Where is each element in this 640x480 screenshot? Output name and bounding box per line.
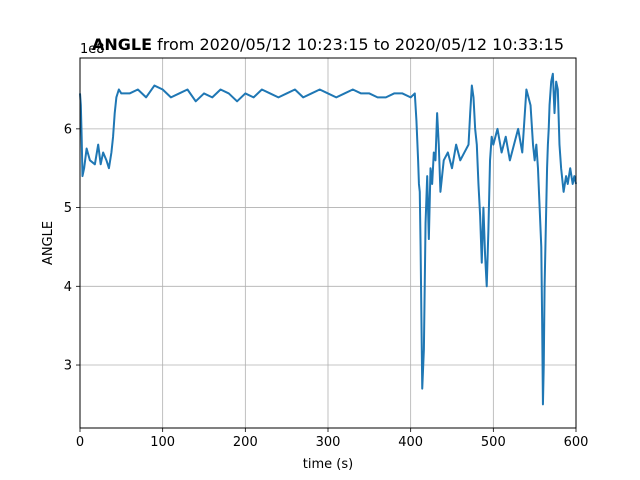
- x-tick-label: 100: [150, 435, 175, 450]
- x-tick-label: 600: [564, 435, 589, 450]
- y-tick-label: 3: [64, 359, 72, 374]
- y-axis-label: ANGLE: [41, 221, 56, 265]
- chart-title-bold: ANGLE: [92, 35, 152, 54]
- series: [79, 72, 577, 406]
- chart-title-rest: from 2020/05/12 10:23:15 to 2020/05/12 1…: [152, 35, 564, 54]
- ticks: 0 100 200 300 400 500 600 3 4 5 6: [64, 122, 589, 450]
- chart-title: ANGLE from 2020/05/12 10:23:15 to 2020/0…: [92, 35, 564, 54]
- y-tick-label: 6: [64, 122, 72, 137]
- x-tick-label: 500: [481, 435, 506, 450]
- x-tick-label: 0: [76, 435, 84, 450]
- x-tick-label: 200: [233, 435, 258, 450]
- x-axis-label: time (s): [303, 457, 353, 472]
- series-line: [79, 72, 577, 406]
- x-tick-label: 300: [316, 435, 341, 450]
- x-tick-label: 400: [398, 435, 423, 450]
- y-tick-label: 5: [64, 201, 72, 216]
- y-tick-label: 4: [64, 280, 72, 295]
- y-offset-label: 1e8: [80, 42, 105, 57]
